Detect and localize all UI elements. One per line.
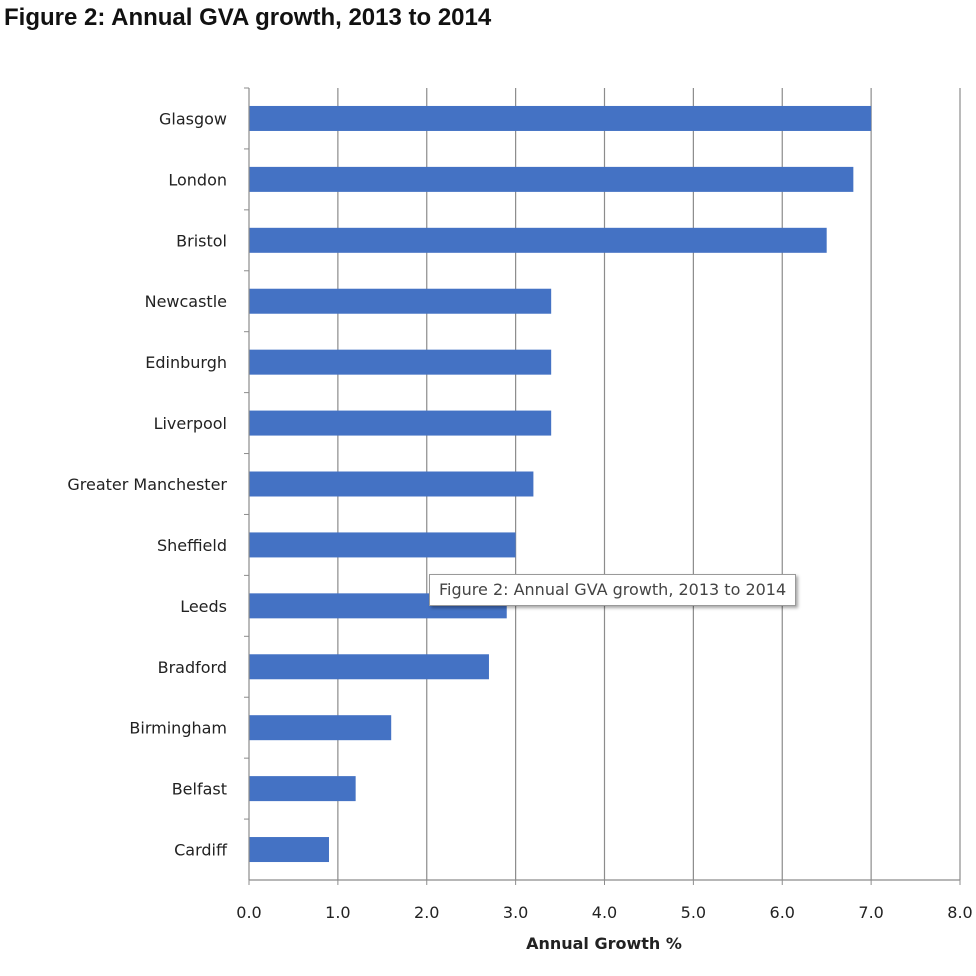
bar [249,471,534,497]
x-tick-label: 2.0 [414,903,439,922]
category-label: Cardiff [174,841,228,860]
page-title: Figure 2: Annual GVA growth, 2013 to 201… [4,4,492,31]
x-tick-label: 3.0 [503,903,528,922]
category-label: Sheffield [157,536,227,555]
x-tick-label: 6.0 [770,903,795,922]
x-tick-labels: 0.0 1.0 2.0 3.0 4.0 5.0 6.0 7.0 8.0 [236,880,973,922]
category-label: Leeds [180,597,227,616]
x-tick-label: 4.0 [592,903,617,922]
category-label: Greater Manchester [67,475,227,494]
category-label: Newcastle [145,292,227,311]
x-tick-label: 8.0 [947,903,972,922]
category-label: Edinburgh [145,353,227,372]
bars [249,105,872,863]
x-tick-label: 0.0 [236,903,261,922]
x-axis-title: Annual Growth % [526,934,682,953]
category-label: London [168,170,227,189]
category-label: Bristol [176,231,227,250]
category-label: Belfast [172,780,227,799]
bar [249,166,854,192]
bar [249,227,827,253]
bar [249,654,489,680]
bar [249,349,552,375]
bar [249,837,329,863]
x-tick-label: 1.0 [325,903,350,922]
bar [249,288,552,314]
bar [249,715,392,741]
chart-tooltip: Figure 2: Annual GVA growth, 2013 to 201… [429,574,797,606]
bar [249,532,516,558]
category-label: Birmingham [129,719,227,738]
category-label: Glasgow [159,109,227,128]
category-label: Liverpool [154,414,227,433]
category-label: Bradford [158,658,227,677]
x-tick-label: 5.0 [681,903,706,922]
x-tick-label: 7.0 [858,903,883,922]
bar [249,105,872,131]
category-labels: Glasgow London Bristol Newcastle Edinburgh Li… [67,87,249,860]
bar [249,776,356,802]
bar [249,410,552,436]
